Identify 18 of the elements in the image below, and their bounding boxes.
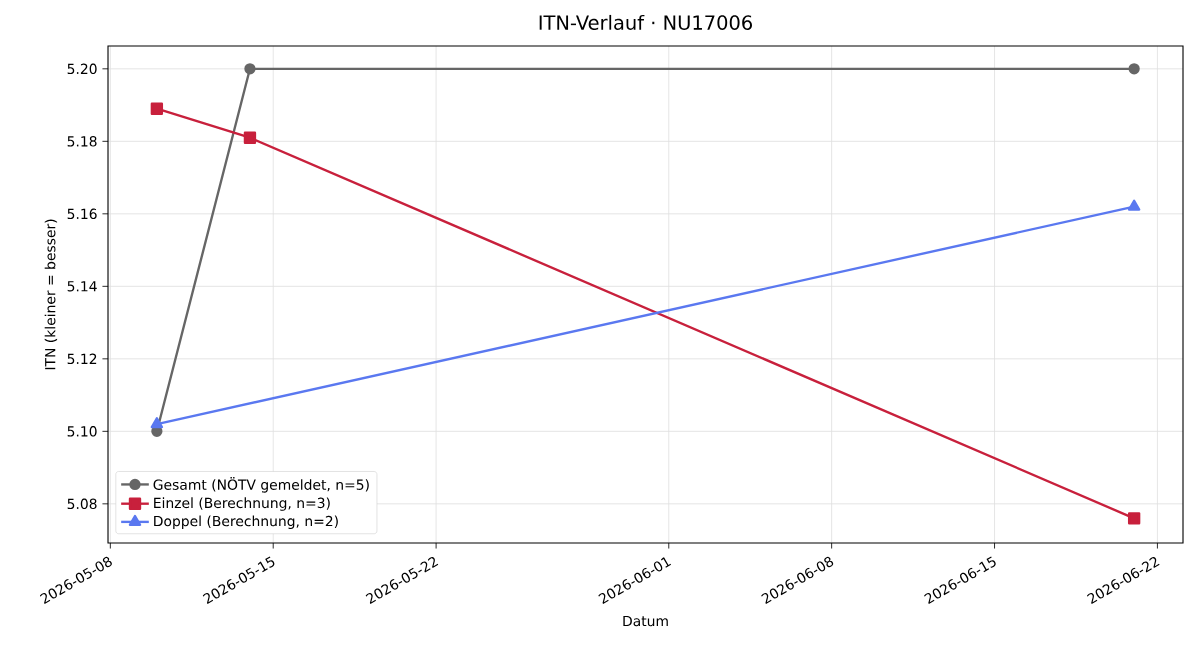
chart-title: ITN-Verlauf · NU17006 [539, 14, 752, 30]
y-tick-label: 5.08 [67, 498, 97, 510]
point [1127, 512, 1141, 525]
point [1128, 63, 1140, 75]
y-tick-label: 5.10 [67, 426, 97, 437]
point [244, 63, 256, 75]
point [243, 131, 257, 144]
legend-label: Doppel (Berechnung, n=2) [154, 515, 338, 530]
legend-label: Einzel (Berechnung, n=3) [154, 497, 330, 511]
y-tick-label: 5.20 [67, 63, 97, 75]
y-tick-label: 5.16 [67, 208, 97, 220]
point [150, 102, 164, 115]
y-tick-label: 5.18 [67, 136, 97, 147]
y-tick-label: 5.12 [67, 353, 97, 365]
y-tick-label: 5.14 [67, 281, 97, 292]
legend-label: Gesamt (NÖTV gemeldet, n=5) [153, 477, 369, 493]
y-axis-title: ITN (kleiner = besser) [44, 219, 58, 370]
x-axis-title: Datum [623, 615, 668, 627]
